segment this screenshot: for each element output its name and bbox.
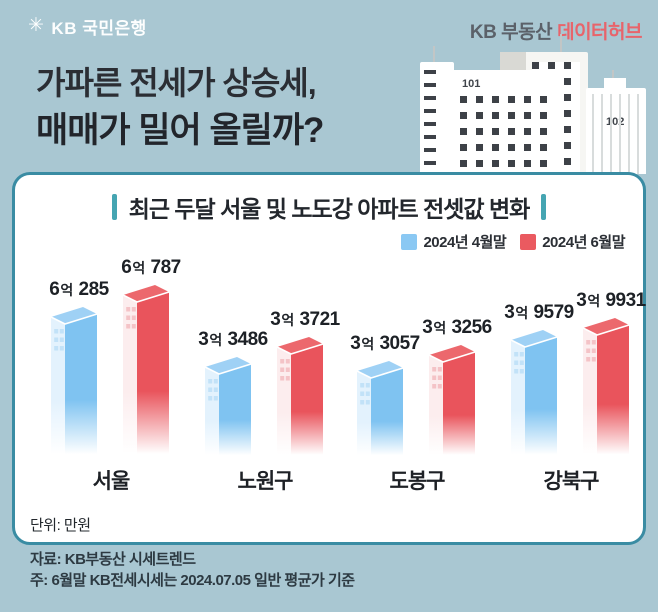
value-label-0-0: 6억 285 (49, 279, 109, 300)
value-label-0-1: 6억 787 (121, 257, 181, 278)
building-stripes (592, 94, 640, 174)
building-tower (420, 62, 454, 174)
bar-0-0 (50, 307, 98, 457)
value-label-2-1: 3억 3256 (422, 317, 492, 338)
category-label-3: 강북구 (543, 470, 600, 493)
legend-item-june: 2024년 6월말 (520, 231, 625, 252)
bar-1-1 (276, 337, 324, 457)
bar-3-1 (582, 318, 630, 457)
headline-line1: 가파른 전세가 상승세, (36, 65, 317, 101)
antenna-icon (560, 34, 562, 54)
bar-1-0 (204, 357, 252, 457)
kb-bank-logo: ✳ KB 국민은행 (28, 14, 147, 39)
building-windows (460, 96, 554, 174)
value-label-2-0: 3억 3057 (350, 333, 420, 354)
building-roofbox (604, 78, 626, 88)
antenna-icon (433, 46, 435, 64)
bar-3-0 (510, 330, 558, 457)
title-accent-left (111, 194, 117, 220)
source-note: 자료: KB부동산 시세트렌드 (30, 551, 196, 568)
kb-star-icon: ✳ (28, 15, 45, 36)
bar-2-0 (356, 361, 404, 457)
legend-label: 2024년 6월말 (542, 234, 625, 251)
chart-title: 최근 두달 서울 및 노도강 아파트 전셋값 변화 (128, 196, 531, 222)
chart-title-row: 최근 두달 서울 및 노도강 아파트 전셋값 변화 (15, 190, 643, 224)
datahub-brand-left: KB 부동산 (469, 22, 553, 43)
bar-chart (50, 285, 630, 457)
chart-panel: 최근 두달 서울 및 노도강 아파트 전셋값 변화 2024년 4월말 2024… (12, 172, 646, 545)
value-label-3-0: 3억 9579 (504, 302, 574, 323)
value-label-3-1: 3억 9931 (576, 290, 646, 311)
legend-swatch-blue (401, 233, 418, 250)
legend-swatch-red (520, 233, 537, 250)
headline: 가파른 전세가 상승세, 매매가 밀어 올릴까? (36, 62, 324, 154)
category-label-0: 서울 (92, 470, 131, 493)
bar-2-1 (428, 345, 476, 457)
bar-0-1 (122, 285, 170, 457)
unit-note: 단위: 만원 (30, 517, 91, 534)
datahub-brand: KB 부동산 데이터허브 (469, 17, 643, 44)
legend-label: 2024년 4월말 (423, 234, 507, 251)
category-label-2: 도봉구 (389, 470, 446, 493)
kb-logo-text: KB 국민은행 (51, 19, 147, 38)
footer-notes: 자료: KB부동산 시세트렌드 주: 6월말 KB전세시세는 2024.07.0… (30, 549, 355, 592)
method-note: 주: 6월말 KB전세시세는 2024.07.05 일반 평균가 기준 (30, 572, 355, 590)
datahub-brand-right: 데이터허브 (557, 22, 642, 43)
legend-item-april: 2024년 4월말 (401, 231, 507, 252)
value-label-1-1: 3억 3721 (270, 309, 340, 330)
category-label-1: 노원구 (237, 470, 294, 493)
value-label-1-0: 3억 3486 (198, 329, 268, 350)
building-101: 101 (452, 70, 562, 174)
building-101-label: 101 (462, 78, 481, 90)
building-102: 102 (586, 78, 646, 174)
title-accent-right (541, 194, 547, 220)
building-windows (424, 70, 436, 174)
chart-legend: 2024년 4월말 2024년 6월말 (401, 231, 625, 252)
headline-line2: 매매가 밀어 올릴까? (36, 111, 324, 151)
